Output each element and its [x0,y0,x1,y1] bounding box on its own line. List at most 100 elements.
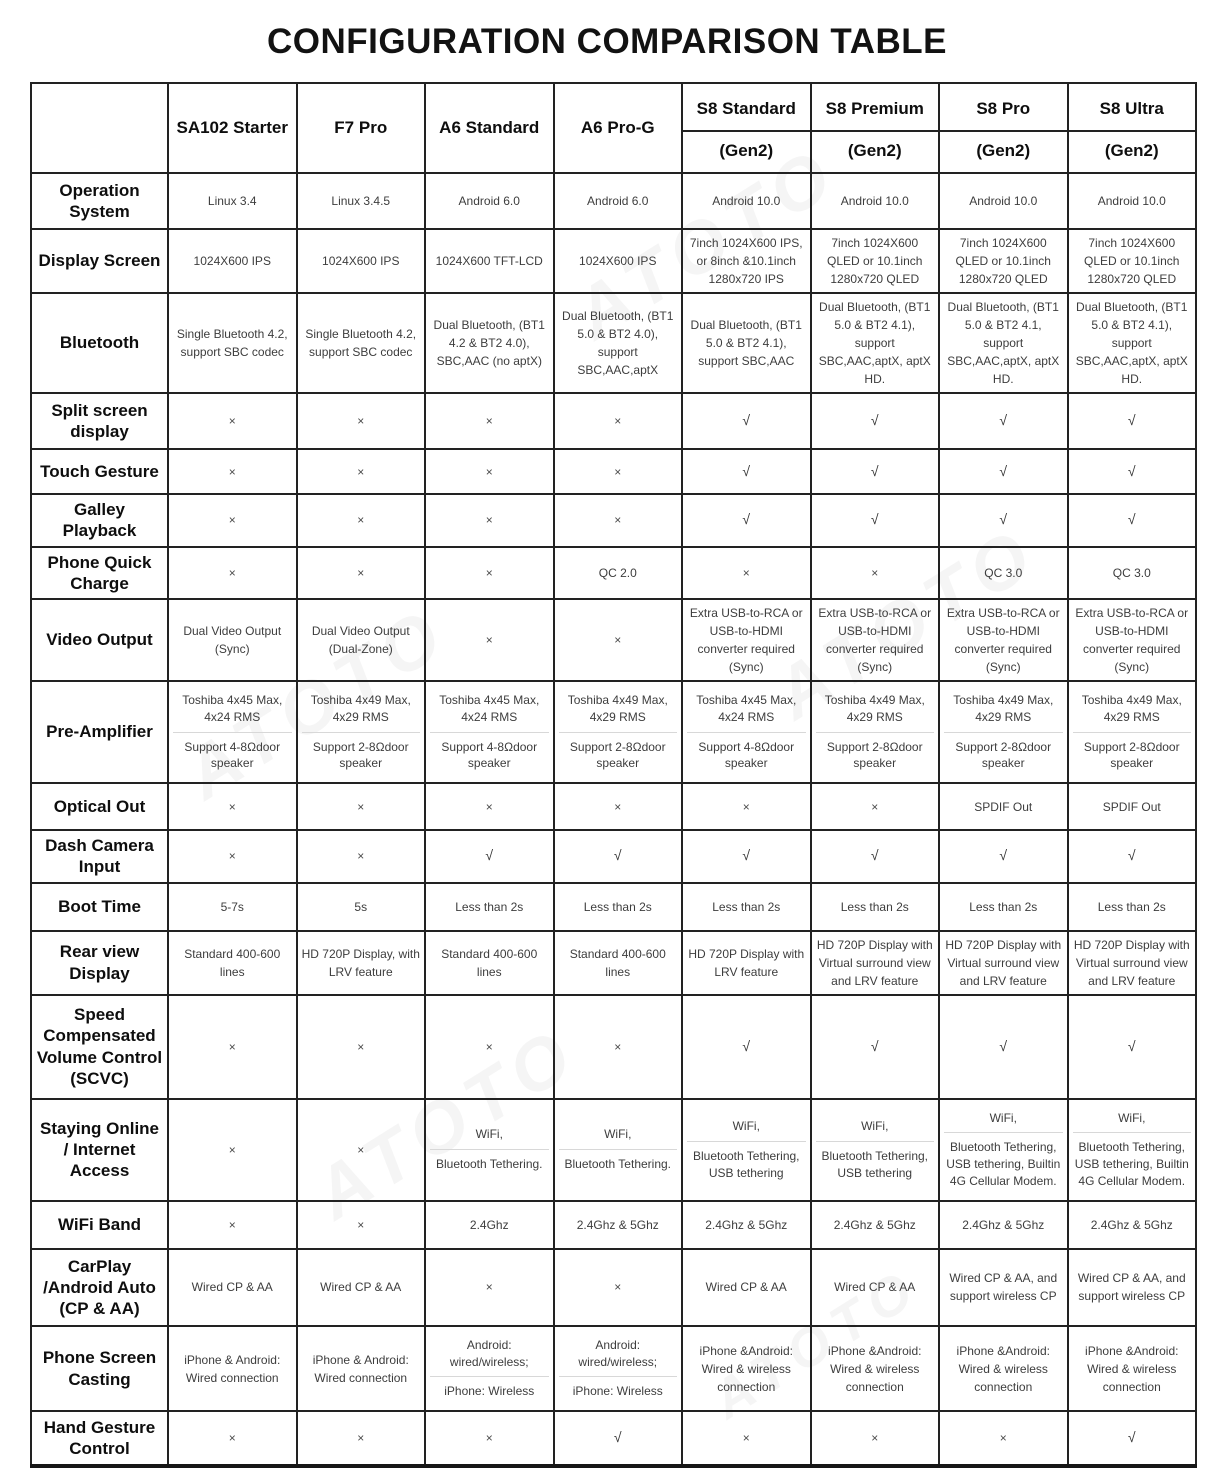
table-subcell: iPhone: Wireless [430,1376,549,1406]
table-row: Optical Out × × × × × × SPDIF Out SPDIF Out [30,782,1197,832]
table-cell: 7inch 1024X600 IPS, or 8inch &10.1inch 1… [681,228,812,294]
table-cell: Linux 3.4.5 [295,172,426,230]
table-cell: Extra USB-to-RCA or USB-to-HDMI converte… [1066,598,1197,682]
table-cell: √ [1066,392,1197,450]
table-subcell: Toshiba 4x45 Max, 4x24 RMS [182,693,283,724]
table-subcell: Support 4-8Ωdoor speaker [430,731,549,779]
table-cell: 2.4Ghz & 5Ghz [809,1199,940,1250]
table-cell: WiFi, Bluetooth Tethering, USB tethering,… [1066,1097,1197,1202]
table-cell: 7inch 1024X600 QLED or 10.1inch 1280x720… [938,228,1069,294]
cell-value: 7inch 1024X600 QLED or 10.1inch 1280x720… [827,236,923,286]
product-generation: (Gen2) [683,129,809,169]
cell-value: iPhone & Android: Wired connection [184,1352,281,1385]
cell-value: Extra USB-to-RCA or USB-to-HDMI converte… [1075,606,1189,674]
table-row: Video Output Dual Video Output (Sync) Dual… [30,598,1197,682]
cell-value: SPDIF Out [974,799,1033,814]
table-cell: √ [938,829,1069,884]
row-label: Galley Playback [30,493,169,548]
table-cell: × [552,448,683,495]
table-cell: √ [809,829,940,884]
cross-mark-icon: × [357,1039,365,1054]
product-generation: (Gen2) [812,129,938,169]
table-subcell: Support 2-8Ωdoor speaker [558,731,677,779]
cross-mark-icon: × [485,1039,493,1054]
table-row: Phone Screen Casting iPhone & Android: Wi… [30,1324,1197,1413]
cell-value: Linux 3.4 [207,194,257,208]
table-cell: √ [809,448,940,495]
table-subcell: WiFi, [475,1127,503,1142]
table-subcell: Support 2-8Ωdoor speaker [815,731,934,779]
cell-value: 2.4Ghz & 5Ghz [833,1217,916,1232]
cell-value: Extra USB-to-RCA or USB-to-HDMI converte… [818,606,932,674]
cell-value: Less than 2s [840,899,909,914]
table-cell: iPhone &Android: Wired & wireless connec… [1066,1324,1197,1413]
table-cell: Extra USB-to-RCA or USB-to-HDMI converte… [809,598,940,682]
check-mark-icon: √ [1127,847,1136,864]
check-mark-icon: √ [742,412,751,428]
row-label: Rear view Display [30,929,169,996]
table-subcell: Toshiba 4x45 Max, 4x24 RMS [696,693,797,724]
cell-value: 7inch 1024X600 QLED or 10.1inch 1280x720… [1084,236,1180,286]
cell-value: Linux 3.4.5 [331,194,391,208]
table-cell: √ [681,448,812,495]
row-label: Display Screen [30,228,169,294]
check-mark-icon: √ [999,511,1008,528]
cross-mark-icon: × [485,633,493,647]
table-row: Phone Quick Charge × × × QC 2.0 × × QC 3.0 QC 3.… [30,545,1197,600]
table-cell: × [552,493,683,548]
table-cell: × [295,782,426,832]
cell-value: Android 10.0 [712,194,781,208]
cell-value: 2.4Ghz & 5Ghz [576,1217,659,1232]
table-cell: Toshiba 4x45 Max, 4x24 RMS Support 4-8Ωdo… [681,679,812,785]
cross-mark-icon: × [357,1217,365,1232]
cell-value: HD 720P Display with Virtual surround vi… [945,937,1062,988]
cross-mark-icon: × [228,1431,236,1446]
table-subcell: Android: wired/wireless; [578,1337,658,1369]
product-name: SA102 Starter [176,117,288,137]
cell-value: 2.4Ghz & 5Ghz [962,1217,1045,1232]
table-cell: Android 10.0 [809,172,940,230]
cell-value: Dual Bluetooth, (BT1 5.0 & BT2 4.1), sup… [818,300,931,386]
table-cell: × [295,1199,426,1250]
table-cell: 7inch 1024X600 QLED or 10.1inch 1280x720… [809,228,940,294]
check-mark-icon: √ [613,847,622,864]
table-cell: WiFi, Bluetooth Tethering. [552,1097,683,1202]
table-cell: 2.4Ghz & 5Ghz [681,1199,812,1250]
table-subcell: Toshiba 4x49 Max, 4x29 RMS [567,693,668,724]
cell-value: Extra USB-to-RCA or USB-to-HDMI converte… [946,606,1060,674]
cross-mark-icon: × [357,565,365,580]
table-subcell: Bluetooth Tethering, USB tethering [815,1140,934,1188]
table-subcell: Bluetooth Tethering. [558,1149,677,1179]
table-cell: √ [552,829,683,884]
table-subcell: Support 4-8Ωdoor speaker [173,731,292,779]
table-subcell: WiFi, [604,1127,632,1142]
table-cell: iPhone &Android: Wired & wireless connec… [681,1324,812,1413]
cross-mark-icon: × [357,513,365,528]
product-name: S8 Standard [696,99,796,119]
row-label: Pre-Amplifier [30,679,169,785]
cell-value: HD 720P Display with Virtual surround vi… [1073,937,1190,988]
table-cell: √ [424,829,555,884]
cross-mark-icon: × [614,414,622,428]
product-name: A6 Standard [439,117,540,137]
table-cell: Wired CP & AA [809,1247,940,1327]
check-mark-icon: √ [1127,511,1136,528]
table-cell: × [681,545,812,600]
table-cell: Dual Bluetooth, (BT1 4.2 & BT2 4.0), SBC… [424,292,555,394]
cell-value: Standard 400-600 lines [184,946,281,979]
check-mark-icon: √ [870,412,879,428]
table-cell: √ [938,993,1069,1100]
row-label: Boot Time [30,881,169,932]
cell-value: 2.4Ghz [469,1217,509,1232]
cross-mark-icon: × [614,799,622,814]
row-label: Phone Screen Casting [30,1324,169,1413]
product-name: F7 Pro [334,117,388,137]
table-cell: × [809,1410,940,1468]
table-cell: SPDIF Out [1066,782,1197,832]
table-cell: √ [1066,993,1197,1100]
table-subcell: Bluetooth Tethering, USB tethering, Buil… [944,1132,1063,1195]
row-label: Touch Gesture [30,448,169,495]
table-cell: × [424,448,555,495]
cell-value: HD 720P Display with Virtual surround vi… [816,937,933,988]
table-row: Dash Camera Input × × √ √ √ √ √ √ [30,829,1197,884]
